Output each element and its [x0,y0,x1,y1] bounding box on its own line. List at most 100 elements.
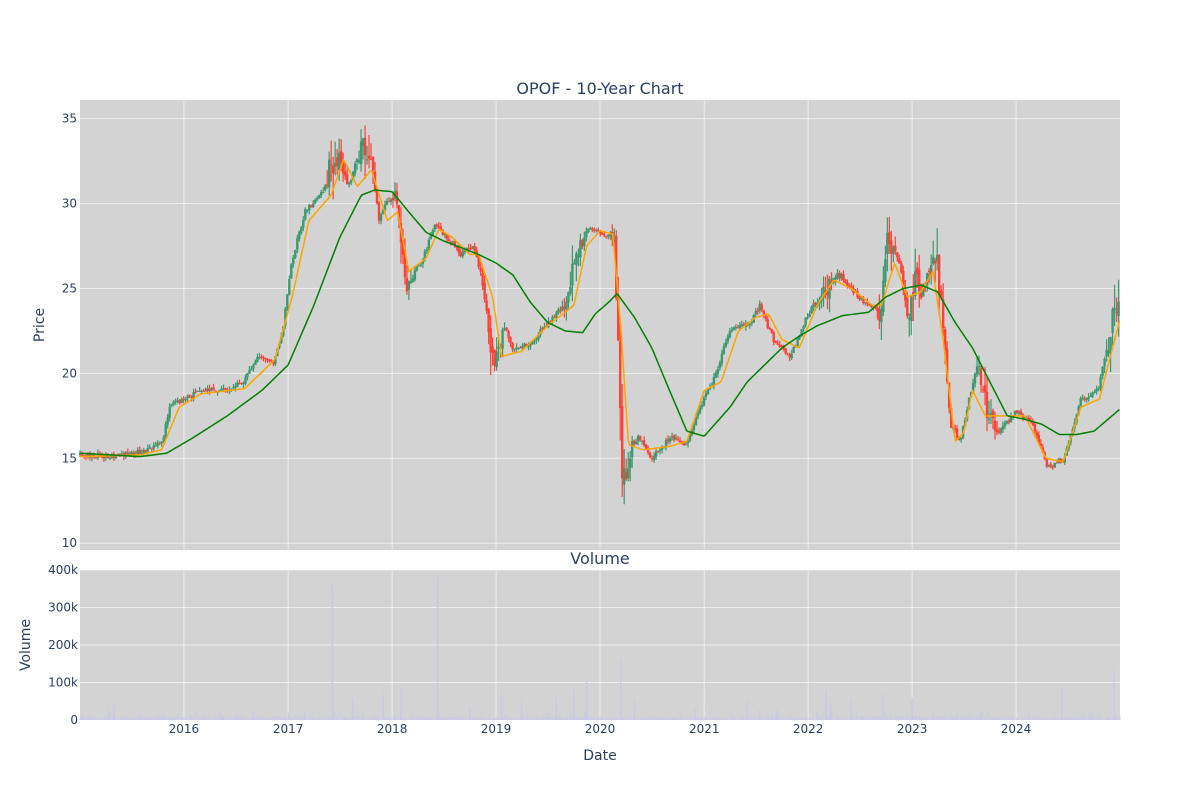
volume-bar [1092,708,1094,720]
candle-body [999,428,1003,433]
candle-body [347,183,351,185]
volume-bar [862,717,864,720]
volume-bar [988,718,990,720]
volume-bar [768,717,770,720]
candle-body [248,370,251,374]
volume-bar [792,717,794,720]
volume-bar [1035,719,1037,720]
volume-bar [688,717,690,720]
volume-bar [717,718,719,720]
volume-bar [123,718,125,720]
candle-body [910,296,913,321]
volume-bar [970,714,972,720]
volume-bar [552,717,554,720]
volume-bar [1084,717,1086,720]
volume-bar [228,716,230,720]
volume-bar [669,716,671,720]
volume-bar [1043,718,1045,720]
volume-bar [1112,719,1114,720]
candle-body [1001,425,1005,430]
volume-bar [917,717,919,720]
volume-bar [361,716,363,720]
volume-bar [1034,716,1036,720]
candle-body [158,442,161,444]
volume-bar [855,716,857,720]
candle-body [198,390,201,392]
volume-bar [284,718,286,720]
volume-bar [677,718,679,720]
volume-bar [315,719,317,720]
candle-body [160,441,163,444]
volume-bar [801,718,803,720]
candle-body [670,436,674,438]
candle-body [941,299,945,328]
candle-body [644,444,648,450]
volume-bar [422,719,424,720]
volume-bar [780,716,782,720]
volume-bar [151,717,153,720]
candle-body [397,205,401,221]
volume-bar [164,717,166,720]
volume-bar [589,718,591,720]
candle-body [355,159,359,162]
candle-body [501,329,504,349]
volume-bar [676,718,678,720]
volume-bar [1036,716,1038,720]
candle-body [760,304,763,310]
volume-bar [1055,718,1057,720]
candle-body [505,327,508,331]
volume-bar [946,718,948,720]
volume-bar [642,718,644,720]
volume-bar [1087,717,1089,720]
price-y-tick-label: 35 [62,112,77,126]
volume-bar [649,716,651,720]
volume-bar [110,718,112,720]
volume-bar [327,717,329,720]
volume-bar [581,716,583,720]
volume-bar [1105,717,1107,720]
volume-bar [176,717,178,720]
short-moving-average-line [79,158,1121,463]
volume-bar [1019,719,1021,720]
candle-body [1091,392,1094,397]
volume-bar [372,717,374,720]
volume-bar [868,716,870,720]
volume-bar [211,718,213,720]
volume-bar [826,716,828,720]
volume-bar [235,712,237,720]
volume-bar [969,717,971,720]
candle-body [174,401,177,403]
candle-body [268,359,271,362]
candle-body [557,309,560,313]
candle-body [1077,406,1080,415]
volume-bar [810,718,812,720]
candle-body [272,361,275,364]
volume-bar [122,716,124,720]
volume-bar [978,716,980,720]
candle-body [621,406,624,479]
volume-bar [261,718,263,720]
candle-body [180,399,183,403]
candle-body [407,280,411,290]
volume-bar [967,716,969,720]
volume-bar [539,718,541,720]
candle-body [1093,391,1096,393]
volume-bar [841,719,843,720]
candle-body [467,247,470,249]
volume-bar [210,718,212,720]
volume-bar [1030,719,1032,720]
volume-bar [471,719,473,720]
price-y-tick-label: 20 [62,366,77,380]
candle-body [1049,464,1052,467]
volume-bar [720,718,722,720]
candle-body [814,302,817,306]
volume-bar [775,713,777,720]
volume-bar [643,717,645,720]
volume-bar [895,716,897,720]
volume-bar [249,717,251,720]
volume-bar [391,718,393,720]
candle-body [335,157,339,166]
volume-bar [421,717,423,720]
candle-body [920,292,923,298]
volume-bar [728,718,730,720]
